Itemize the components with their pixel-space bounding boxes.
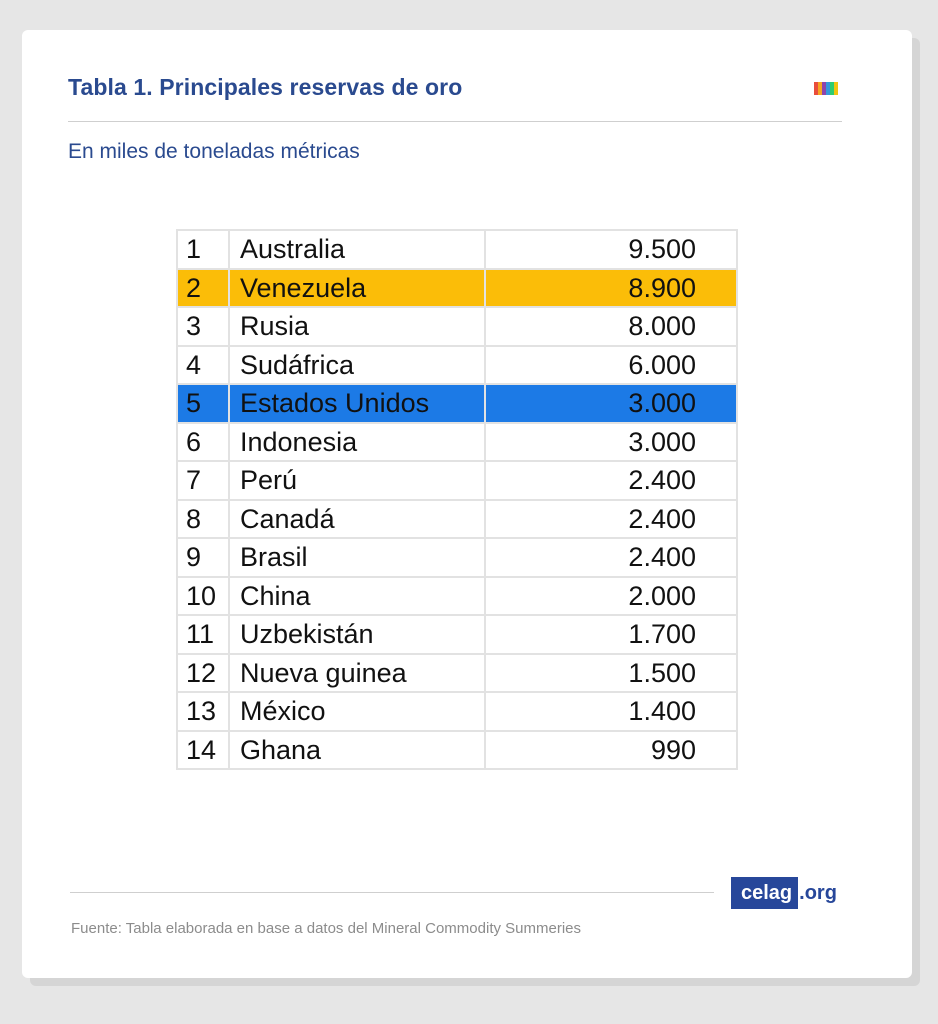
- table-row: 2 Venezuela 8.900: [176, 267, 739, 308]
- value-cell: 990: [483, 729, 739, 770]
- table-row: 11 Uzbekistán 1.700: [176, 614, 739, 655]
- stripe-segment: [830, 82, 834, 95]
- table-row: 6 Indonesia 3.000: [176, 421, 739, 462]
- rank-cell: 9: [176, 537, 230, 578]
- rank-cell: 3: [176, 306, 230, 347]
- rank-cell: 10: [176, 575, 230, 616]
- value-cell: 3.000: [483, 421, 739, 462]
- country-cell: Perú: [228, 460, 486, 501]
- value-cell: 1.500: [483, 652, 739, 693]
- rank-cell: 12: [176, 652, 230, 693]
- rank-cell: 1: [176, 229, 230, 270]
- country-cell: Ghana: [228, 729, 486, 770]
- value-cell: 1.400: [483, 691, 739, 732]
- header-divider: [68, 121, 842, 122]
- value-cell: 6.000: [483, 344, 739, 385]
- footer-divider: [70, 892, 714, 893]
- logo-main: celag: [731, 877, 799, 909]
- table-body: 1 Australia 9.500 2 Venezuela 8.900 3 Rusia 8.00…: [176, 229, 739, 770]
- value-cell: 8.000: [483, 306, 739, 347]
- page-subtitle: En miles de toneladas métricas: [68, 140, 360, 163]
- stripe-segment: [826, 82, 830, 95]
- table-row: 12 Nueva guinea 1.500: [176, 652, 739, 693]
- table-row: 1 Australia 9.500: [176, 229, 739, 270]
- value-cell: 2.400: [483, 498, 739, 539]
- brand-stripe-icon: [814, 82, 838, 95]
- value-cell: 3.000: [483, 383, 739, 424]
- infographic-card: Tabla 1. Principales reservas de oro En …: [22, 30, 912, 978]
- country-cell: Venezuela: [228, 267, 486, 308]
- rank-cell: 13: [176, 691, 230, 732]
- rank-cell: 6: [176, 421, 230, 462]
- country-cell: Australia: [228, 229, 486, 270]
- value-cell: 9.500: [483, 229, 739, 270]
- table-row: 13 México 1.400: [176, 691, 739, 732]
- table-row: 7 Perú 2.400: [176, 460, 739, 501]
- source-note: Fuente: Tabla elaborada en base a datos …: [71, 920, 581, 937]
- country-cell: México: [228, 691, 486, 732]
- stripe-segment: [834, 82, 838, 95]
- table-row: 10 China 2.000: [176, 575, 739, 616]
- table-row: 3 Rusia 8.000: [176, 306, 739, 347]
- country-cell: Nueva guinea: [228, 652, 486, 693]
- logo-tld: .org: [799, 882, 837, 904]
- country-cell: Sudáfrica: [228, 344, 486, 385]
- gold-reserves-table: 1 Australia 9.500 2 Venezuela 8.900 3 Rusia 8.00…: [176, 229, 739, 770]
- rank-cell: 7: [176, 460, 230, 501]
- country-cell: Indonesia: [228, 421, 486, 462]
- rank-cell: 5: [176, 383, 230, 424]
- value-cell: 8.900: [483, 267, 739, 308]
- rank-cell: 14: [176, 729, 230, 770]
- country-cell: Brasil: [228, 537, 486, 578]
- country-cell: Rusia: [228, 306, 486, 347]
- stripe-segment: [814, 82, 818, 95]
- table-row: 5 Estados Unidos 3.000: [176, 383, 739, 424]
- rank-cell: 4: [176, 344, 230, 385]
- table-row: 4 Sudáfrica 6.000: [176, 344, 739, 385]
- stripe-segment: [822, 82, 826, 95]
- value-cell: 1.700: [483, 614, 739, 655]
- table-row: 8 Canadá 2.400: [176, 498, 739, 539]
- table-row: 14 Ghana 990: [176, 729, 739, 770]
- value-cell: 2.400: [483, 460, 739, 501]
- value-cell: 2.400: [483, 537, 739, 578]
- table-row: 9 Brasil 2.400: [176, 537, 739, 578]
- value-cell: 2.000: [483, 575, 739, 616]
- country-cell: Canadá: [228, 498, 486, 539]
- stripe-segment: [818, 82, 822, 95]
- country-cell: China: [228, 575, 486, 616]
- country-cell: Uzbekistán: [228, 614, 486, 655]
- rank-cell: 11: [176, 614, 230, 655]
- rank-cell: 8: [176, 498, 230, 539]
- celag-logo: celag .org: [731, 877, 837, 909]
- country-cell: Estados Unidos: [228, 383, 486, 424]
- rank-cell: 2: [176, 267, 230, 308]
- page-title: Tabla 1. Principales reservas de oro: [68, 74, 463, 100]
